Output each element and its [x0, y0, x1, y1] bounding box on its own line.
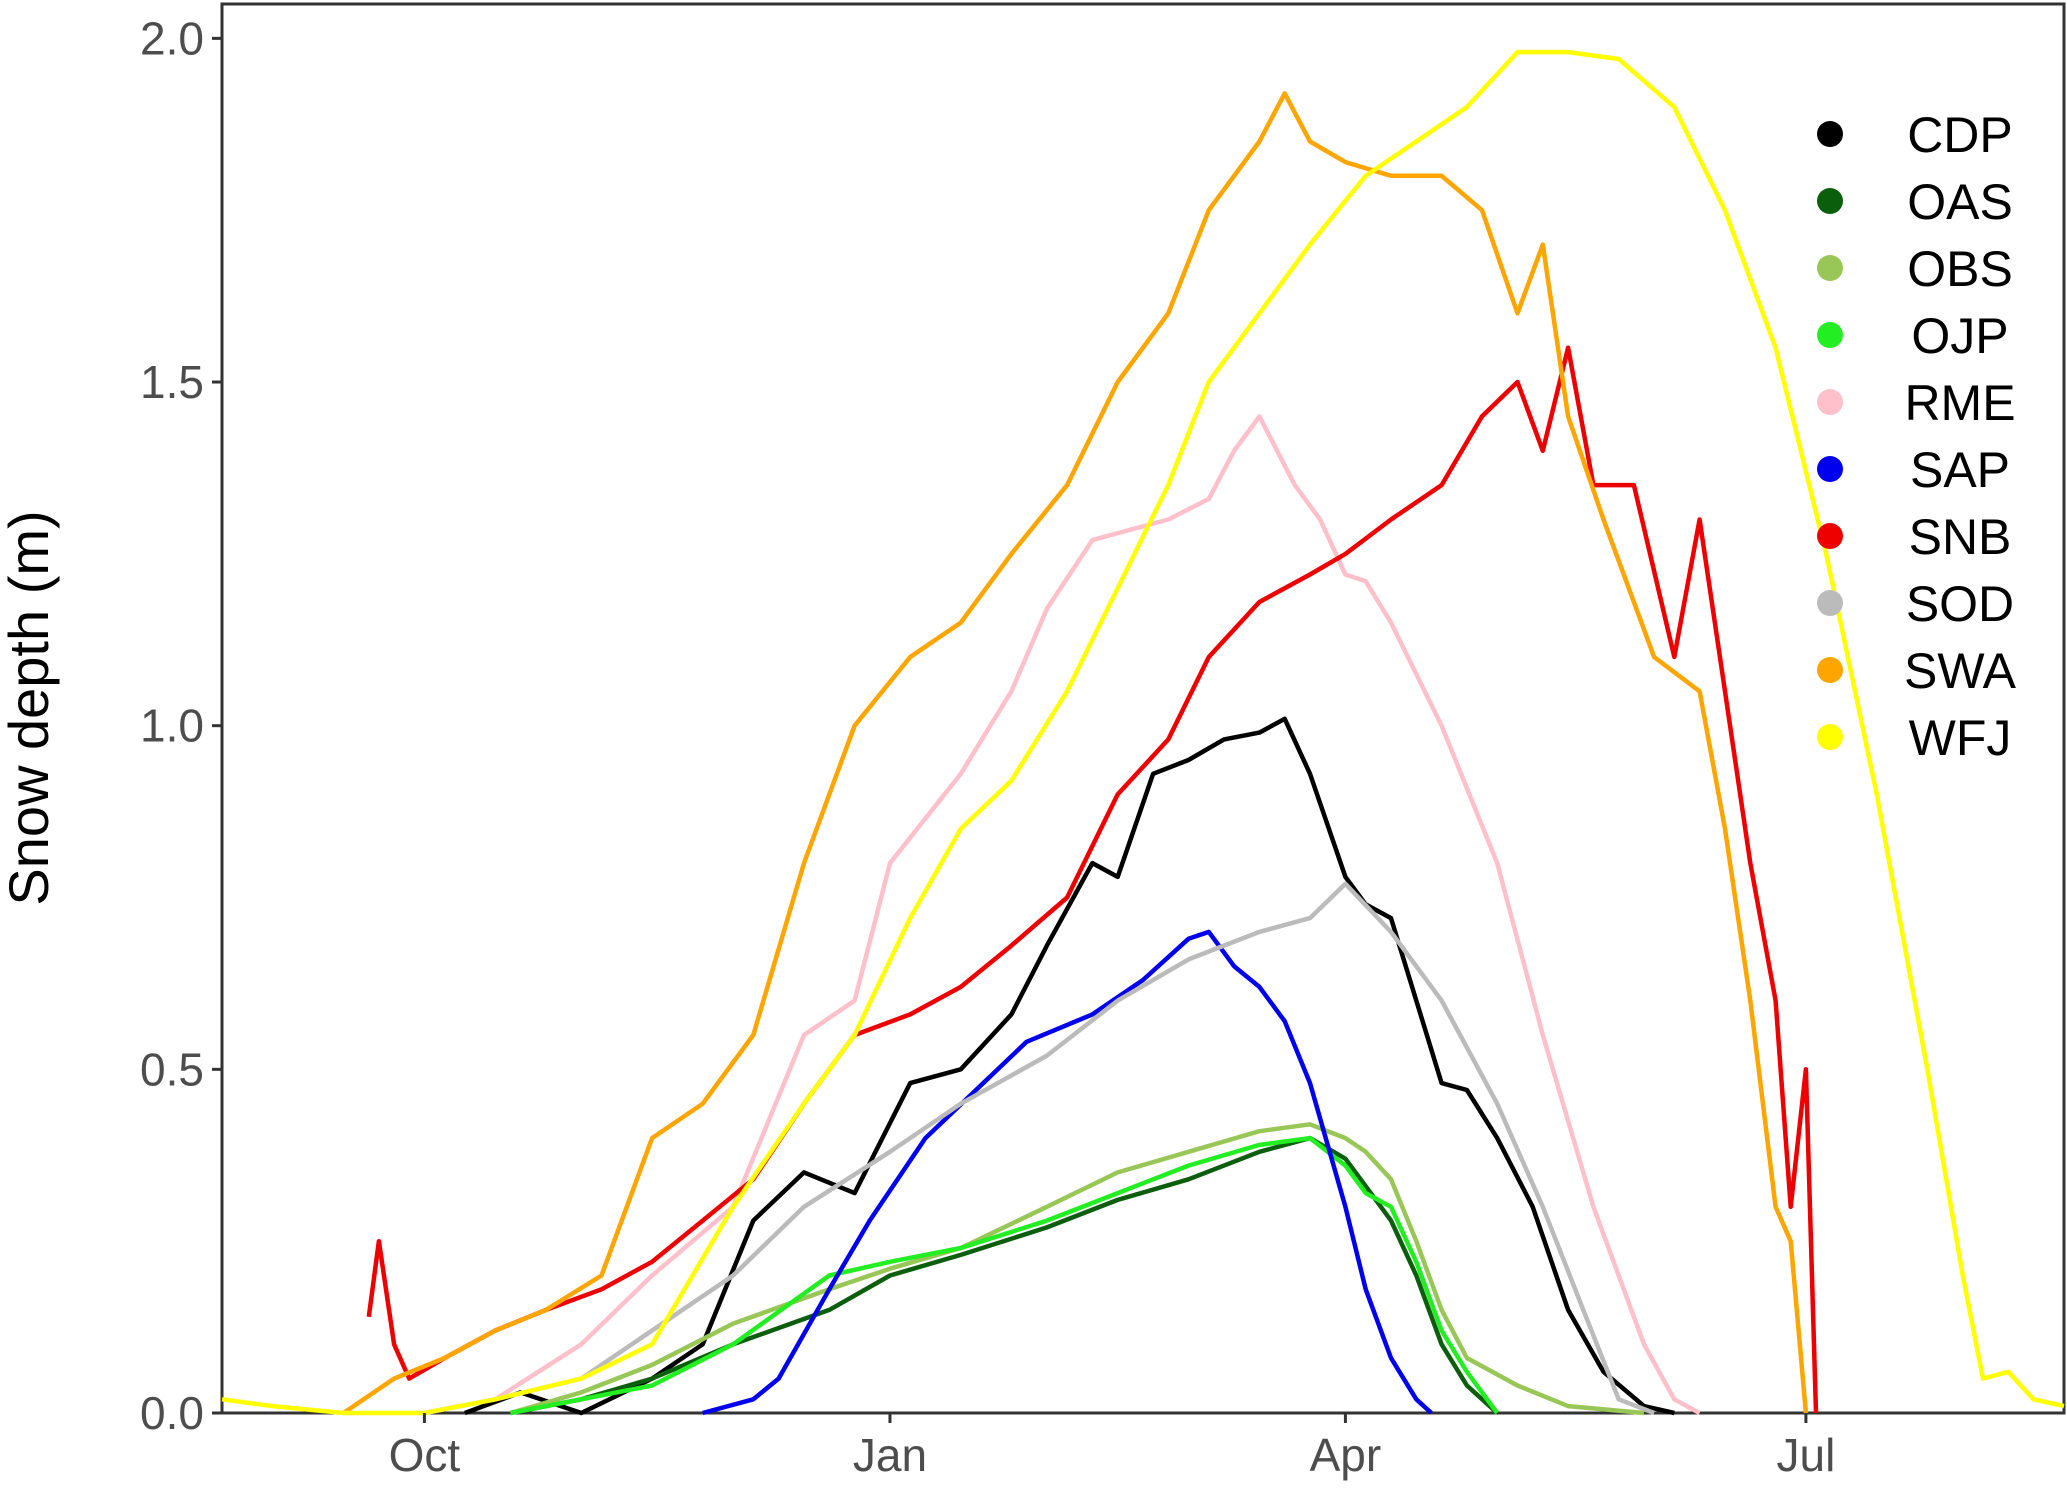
x-tick-label: Jul — [1777, 1429, 1836, 1481]
legend-key-oas — [1817, 188, 1843, 214]
legend-label-snb: SNB — [1909, 509, 2012, 565]
legend-label-ojp: OJP — [1911, 308, 2008, 364]
legend-label-swa: SWA — [1904, 643, 2017, 699]
legend-label-sap: SAP — [1910, 442, 2010, 498]
x-tick-label: Oct — [389, 1429, 461, 1481]
y-tick-label: 0.5 — [140, 1043, 204, 1095]
legend-label-oas: OAS — [1907, 174, 2013, 230]
series-layer — [221, 49, 2065, 1416]
series-line-ojp — [509, 1135, 1500, 1416]
legend-key-snb — [1817, 523, 1843, 549]
series-line-cdp — [464, 716, 1675, 1416]
series-line-obs — [509, 1122, 1645, 1416]
legend-key-wfj — [1817, 724, 1843, 750]
legend-label-cdp: CDP — [1907, 107, 2013, 163]
y-tick-label: 2.0 — [140, 12, 204, 64]
legend-label-rme: RME — [1904, 375, 2015, 431]
series-line-snb — [366, 345, 1819, 1414]
legend: CDP OAS OBS OJP RME SAP SNB SOD SWA WFJ — [1817, 107, 2017, 766]
legend-key-swa — [1817, 657, 1843, 683]
series-line-sod — [423, 881, 1655, 1416]
legend-label-wfj: WFJ — [1909, 710, 2012, 766]
series-line-wfj — [221, 49, 2065, 1416]
y-tick-label: 0.0 — [140, 1387, 204, 1439]
y-tick-label: 1.0 — [140, 700, 204, 752]
legend-key-cdp — [1817, 121, 1843, 147]
x-tick-label: Apr — [1310, 1429, 1382, 1481]
legend-key-rme — [1817, 389, 1843, 415]
plot-panel — [220, 2, 2066, 1415]
series-line-rme — [423, 414, 1701, 1416]
legend-key-ojp — [1817, 322, 1843, 348]
series-line-sap — [702, 929, 1433, 1416]
legend-label-obs: OBS — [1907, 241, 2013, 297]
legend-key-sod — [1817, 590, 1843, 616]
y-axis-title: Snow depth (m) — [0, 510, 60, 905]
series-line-swa — [342, 91, 1809, 1415]
legend-key-sap — [1817, 456, 1843, 482]
y-tick-label: 1.5 — [140, 356, 204, 408]
x-axis: Oct Jan Apr Jul — [389, 1413, 1836, 1481]
legend-key-obs — [1817, 255, 1843, 281]
x-tick-label: Jan — [853, 1429, 927, 1481]
y-axis: 0.0 0.5 1.0 1.5 2.0 — [140, 12, 222, 1439]
legend-label-sod: SOD — [1906, 576, 2014, 632]
